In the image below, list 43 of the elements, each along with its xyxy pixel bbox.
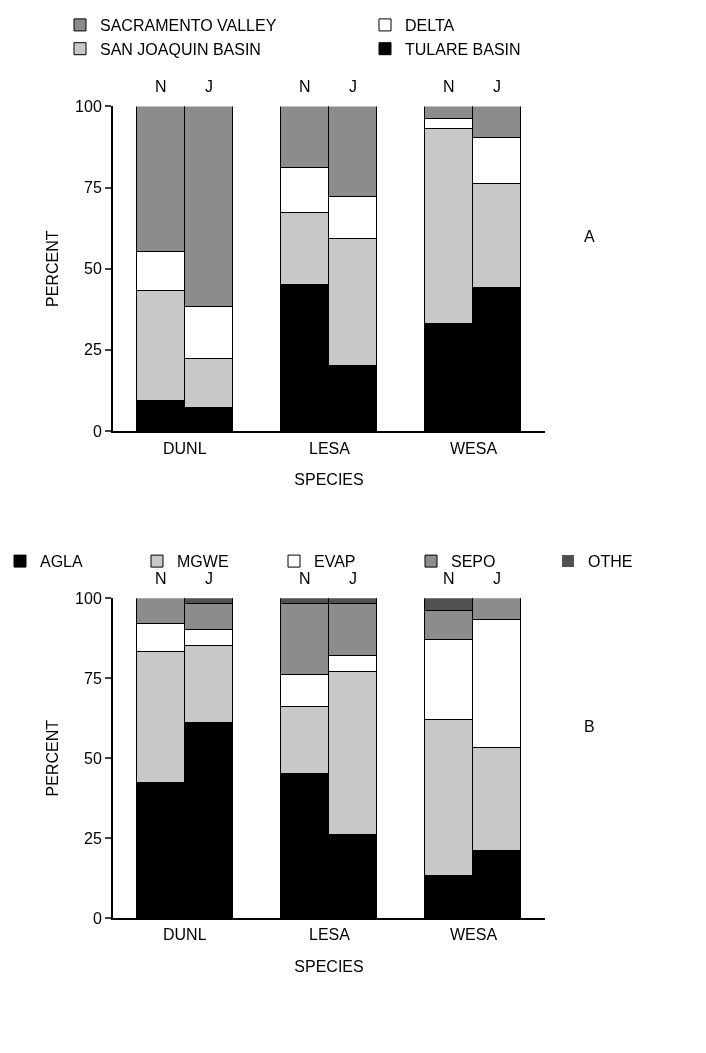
- y-axis-title: PERCENT: [44, 230, 62, 307]
- x-tick-label: N: [299, 78, 311, 95]
- text: WESA: [450, 926, 498, 943]
- text: WESA: [450, 440, 498, 457]
- x-tick-label: N: [443, 78, 455, 95]
- legend-label: EVAP: [314, 553, 356, 571]
- y-tick-label: 75: [84, 669, 102, 687]
- y-tick-label: 0: [92, 422, 102, 440]
- x-tick-label: J: [493, 570, 501, 587]
- legend-label: SEPO: [451, 553, 496, 571]
- legend-label: OTHE: [588, 553, 633, 571]
- legend-label: SAN JOAQUIN BASIN: [100, 40, 261, 58]
- text: B: [584, 718, 595, 735]
- text: LESA: [309, 440, 351, 457]
- legend-label: DELTA: [405, 17, 455, 35]
- x-axis-title: SPECIES: [294, 471, 364, 489]
- x-tick-label: N: [155, 570, 167, 587]
- text: DUNL: [163, 926, 207, 943]
- legend-label: AGLA: [40, 553, 84, 571]
- x-tick-label: J: [349, 78, 357, 95]
- x-tick-label: J: [205, 78, 213, 95]
- x-tick-label: N: [299, 570, 311, 587]
- y-tick-label: 25: [84, 341, 102, 359]
- legend-label: TULARE BASIN: [405, 40, 521, 58]
- text: DUNL: [163, 440, 207, 457]
- text: A: [584, 228, 595, 245]
- y-tick-label: 25: [84, 829, 102, 847]
- x-tick-label: N: [155, 78, 167, 95]
- x-tick-label: N: [443, 570, 455, 587]
- y-tick-label: 50: [84, 749, 102, 767]
- text: LESA: [309, 926, 351, 943]
- x-tick-label: J: [205, 570, 213, 587]
- y-tick-label: 75: [84, 179, 102, 197]
- x-axis-title: SPECIES: [294, 958, 364, 976]
- legend-label: SACRAMENTO VALLEY: [100, 17, 277, 35]
- y-tick-label: 100: [75, 589, 102, 607]
- y-tick-label: 50: [84, 260, 102, 278]
- legend-label: MGWE: [177, 553, 229, 571]
- y-axis-title: PERCENT: [44, 719, 62, 797]
- x-tick-label: J: [493, 78, 501, 95]
- y-tick-label: 0: [92, 909, 102, 927]
- x-tick-label: J: [349, 570, 357, 587]
- y-tick-label: 100: [75, 97, 102, 115]
